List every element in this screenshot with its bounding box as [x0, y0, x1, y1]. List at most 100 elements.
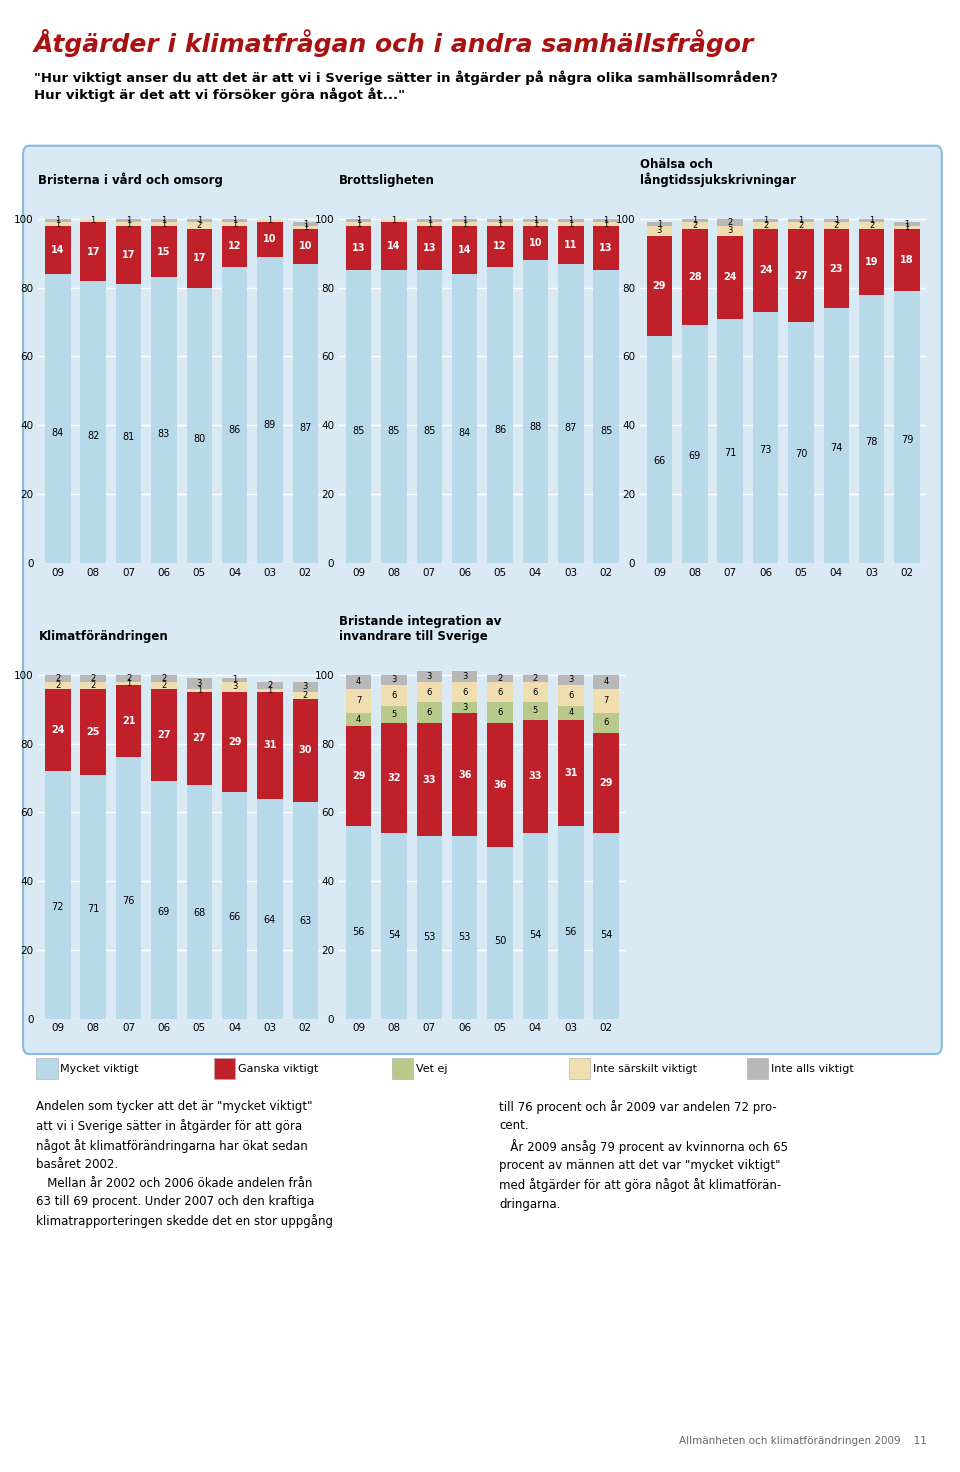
Text: 1: 1	[568, 219, 573, 228]
Bar	[824, 222, 849, 230]
Text: 1: 1	[90, 216, 96, 225]
Bar	[452, 836, 477, 1019]
Text: 1: 1	[497, 216, 503, 225]
Bar	[222, 222, 248, 225]
Bar	[488, 702, 513, 723]
Bar	[417, 682, 443, 702]
Text: 69: 69	[688, 450, 701, 461]
Text: 6: 6	[568, 690, 573, 701]
Text: 72: 72	[52, 902, 64, 913]
Bar	[222, 219, 248, 222]
Bar	[222, 679, 248, 682]
Text: 1: 1	[126, 679, 132, 687]
Text: 2: 2	[497, 674, 503, 683]
Text: 6: 6	[426, 687, 432, 696]
Text: 54: 54	[388, 930, 400, 941]
Text: 71: 71	[87, 904, 100, 914]
Bar	[151, 225, 177, 277]
Bar	[488, 674, 513, 682]
Text: Bristande integration av
invandrare till Sverige: Bristande integration av invandrare till…	[339, 615, 501, 643]
Text: 3: 3	[426, 673, 432, 682]
Text: 85: 85	[352, 427, 365, 436]
Bar	[116, 757, 141, 1019]
Text: 2: 2	[799, 221, 804, 230]
Bar	[522, 702, 548, 720]
Text: 71: 71	[724, 447, 736, 458]
Text: 2: 2	[833, 221, 839, 230]
Text: 2: 2	[56, 680, 60, 689]
Text: 2: 2	[533, 674, 538, 683]
Text: Klimatförändringen: Klimatförändringen	[38, 630, 168, 643]
Text: 4: 4	[604, 677, 609, 686]
Bar	[593, 833, 619, 1019]
Text: 32: 32	[387, 773, 400, 783]
Bar	[151, 782, 177, 1019]
Text: 74: 74	[830, 443, 843, 453]
Bar	[293, 682, 318, 692]
Text: 5: 5	[392, 710, 396, 718]
Bar	[558, 225, 584, 263]
Bar	[222, 692, 248, 792]
Bar	[417, 836, 443, 1019]
Bar	[186, 785, 212, 1019]
Text: 1: 1	[56, 216, 60, 225]
Text: 70: 70	[795, 449, 807, 459]
Bar	[81, 689, 106, 774]
Text: 3: 3	[302, 683, 308, 692]
Bar	[452, 712, 477, 836]
Text: 15: 15	[157, 246, 171, 256]
Text: 2: 2	[268, 680, 273, 689]
Text: 31: 31	[564, 768, 578, 777]
Text: 68: 68	[193, 908, 205, 919]
Text: 2: 2	[90, 680, 96, 689]
Bar	[452, 671, 477, 682]
Text: Mycket viktigt: Mycket viktigt	[60, 1064, 139, 1073]
Text: 12: 12	[228, 241, 241, 252]
Bar	[788, 222, 814, 230]
Bar	[488, 225, 513, 266]
Text: 1: 1	[232, 676, 237, 684]
Text: 4: 4	[568, 708, 573, 717]
Bar	[257, 256, 283, 562]
Bar	[346, 219, 372, 222]
Bar	[116, 684, 141, 757]
Bar	[452, 702, 477, 712]
Bar	[346, 674, 372, 689]
Bar	[522, 674, 548, 682]
Bar	[257, 692, 283, 799]
Text: 1: 1	[763, 216, 768, 225]
Text: 1: 1	[302, 219, 308, 228]
Text: 29: 29	[228, 737, 241, 746]
Bar	[488, 219, 513, 222]
Text: 1: 1	[904, 222, 909, 233]
Bar	[346, 712, 372, 726]
Bar	[151, 689, 177, 782]
Text: 56: 56	[352, 927, 365, 938]
Bar	[417, 671, 443, 682]
Text: 1: 1	[356, 216, 361, 225]
Bar	[558, 263, 584, 562]
Bar	[593, 689, 619, 712]
Text: 29: 29	[599, 779, 612, 788]
Text: 5: 5	[533, 707, 538, 715]
Bar	[151, 277, 177, 562]
Text: 80: 80	[193, 434, 205, 445]
Bar	[257, 219, 283, 222]
Text: 6: 6	[533, 687, 539, 696]
Text: Vet ej: Vet ej	[416, 1064, 447, 1073]
Text: 1: 1	[568, 216, 573, 225]
Bar	[558, 219, 584, 222]
Text: 3: 3	[657, 227, 662, 236]
Text: 33: 33	[422, 774, 436, 785]
Bar	[488, 266, 513, 562]
Bar	[753, 230, 779, 312]
Bar	[381, 723, 407, 833]
Text: 29: 29	[653, 281, 666, 291]
Bar	[293, 225, 318, 230]
Text: 1: 1	[161, 219, 166, 228]
Text: 1: 1	[427, 216, 432, 225]
Text: 63: 63	[300, 916, 311, 926]
Bar	[593, 271, 619, 562]
Bar	[116, 674, 141, 682]
Bar	[894, 225, 920, 230]
